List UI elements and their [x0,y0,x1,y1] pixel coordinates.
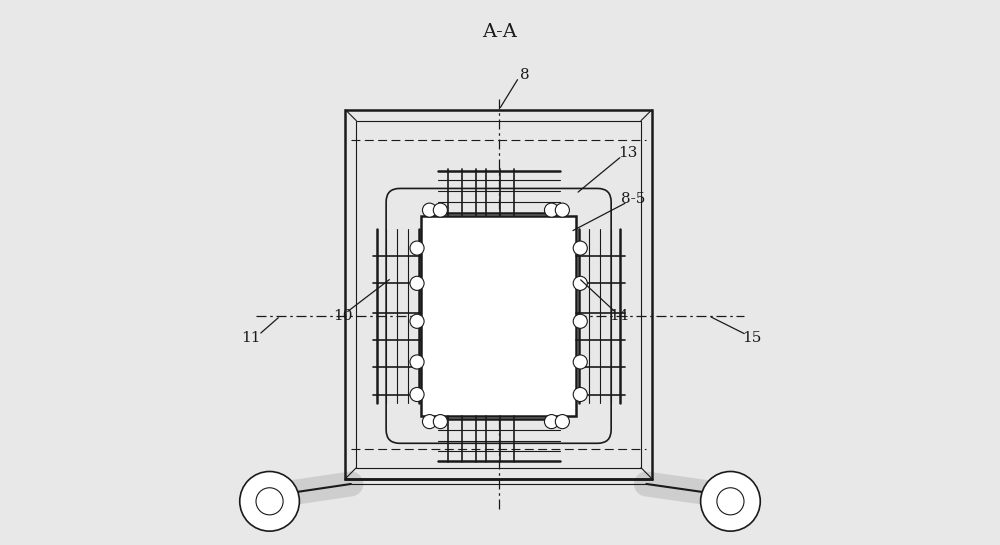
Text: 8: 8 [520,68,529,82]
Circle shape [410,387,424,402]
Circle shape [433,203,447,217]
Circle shape [544,203,559,217]
Circle shape [573,276,587,290]
Circle shape [410,276,424,290]
Circle shape [573,387,587,402]
Circle shape [422,415,437,429]
Circle shape [410,241,424,255]
Circle shape [701,471,760,531]
Circle shape [240,471,299,531]
Circle shape [573,314,587,328]
Circle shape [410,314,424,328]
Text: 10: 10 [333,309,353,323]
Bar [356,120,641,468]
Text: A-A: A-A [483,23,517,41]
Text: 11: 11 [241,331,260,344]
Circle shape [573,355,587,369]
Circle shape [410,355,424,369]
Circle shape [422,203,437,217]
Circle shape [573,241,587,255]
Circle shape [555,415,569,429]
Circle shape [544,415,559,429]
Text: 8-5: 8-5 [621,192,645,207]
Text: 14: 14 [610,309,629,323]
Bar [345,110,652,479]
Text: 13: 13 [618,146,637,160]
Bar [421,216,576,416]
Circle shape [555,203,569,217]
Text: 15: 15 [742,331,762,344]
Circle shape [433,415,447,429]
